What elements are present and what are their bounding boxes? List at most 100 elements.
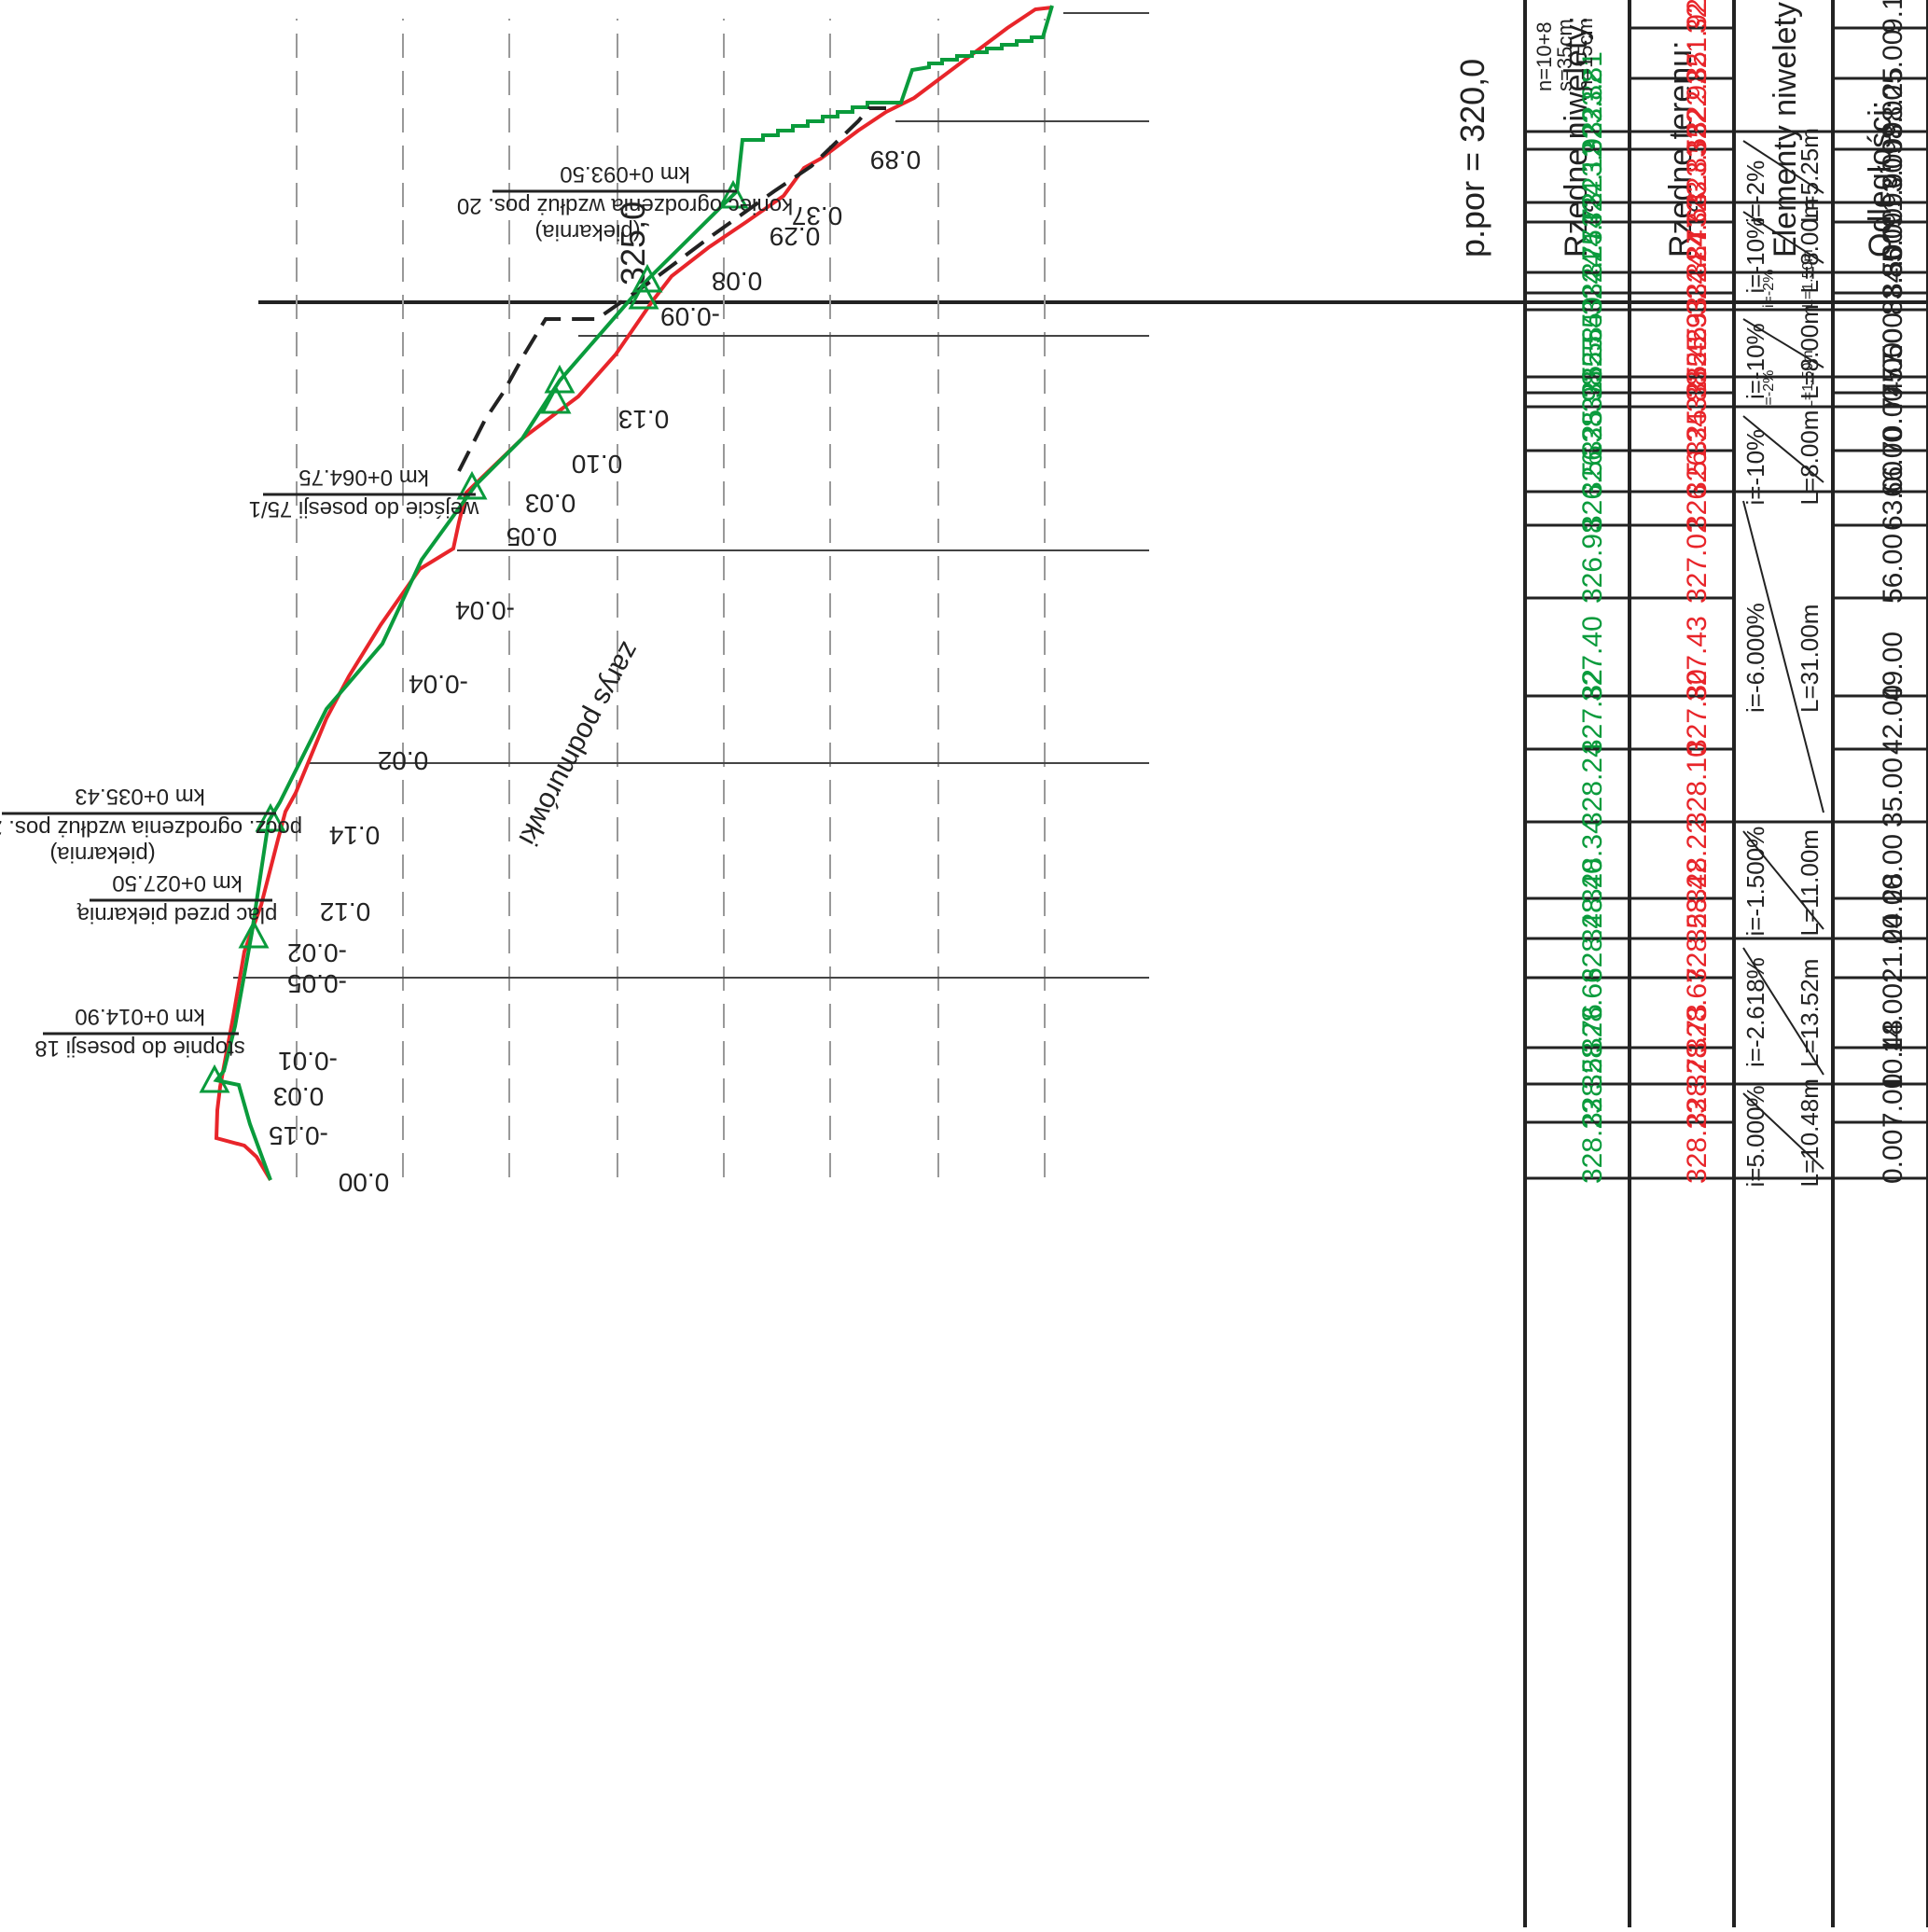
station-column: 56.00 327.02 326.98 — [1525, 518, 1928, 604]
grade-value: 326.38 — [1577, 411, 1608, 497]
distance-value: 83.50 — [1878, 245, 1908, 315]
stairs-label: n=10+8 s=35cm h=15cm — [1533, 18, 1597, 91]
station-column: 85.00 324.64 324.72 — [1525, 192, 1928, 278]
terrain-value: 328.22 — [1682, 818, 1713, 904]
station-column: 75.50 325.29 325.55 — [1525, 313, 1928, 398]
grade-element: i=-1.500% L=11.00m — [1734, 820, 1833, 940]
terrain-value: 328.53 — [1682, 897, 1713, 983]
station-column: 66.00 326.34 326.38 — [1525, 411, 1928, 497]
terrain-value: 322.85 — [1682, 51, 1713, 137]
grade-value: 325.58 — [1577, 327, 1608, 412]
grade-value: 328.24 — [1577, 742, 1608, 827]
point-marker — [199, 1063, 230, 1093]
terrain-value: 323.55 — [1682, 122, 1713, 208]
vertical-grid — [296, 19, 1046, 1177]
element-slope: i=-6.000% — [1741, 603, 1769, 713]
element-length: L=8.00m — [1796, 304, 1824, 399]
distance-value: 35.00 — [1878, 758, 1908, 827]
terrain-value: 328.42 — [1682, 858, 1713, 944]
stairs-h: h=15cm — [1574, 18, 1597, 91]
station-column: 91.00 323.83 324.12 — [1525, 142, 1928, 228]
diff-label: -0.01 — [278, 1047, 338, 1076]
difference-labels: 0.00 -0.15 0.03 -0.01 -0.05-0.02 0.12 0.14 0.02… — [269, 146, 921, 1197]
terrain-value: 321.92 — [1682, 0, 1713, 84]
terrain-line — [214, 6, 1053, 1182]
grade-element: i=-10% L=8.00m — [1734, 304, 1833, 399]
diff-label: 0.00 — [339, 1168, 390, 1197]
station-column: 0.00 328.23 328.23 — [1525, 1098, 1928, 1184]
grade-element: i=-6.000% L=31.00m — [1734, 490, 1833, 824]
element-slope: i=-2% — [1761, 270, 1777, 308]
stairs-s: s=35cm — [1553, 19, 1576, 91]
station-column: 98.00 322.92 323.82 — [1525, 69, 1928, 155]
element-length: L=10.48m — [1796, 1078, 1824, 1187]
diff-label: -0.15 — [269, 1121, 328, 1150]
element-length: L=5.25m — [1796, 128, 1824, 223]
terrain-value: 327.43 — [1682, 616, 1713, 702]
annotation: km 0+027.50 plac przed piekarnią — [76, 870, 277, 927]
datum-label: p.por = 320,0 — [1453, 59, 1491, 257]
grade-value: 328.66 — [1577, 967, 1608, 1053]
terrain-value: 324.64 — [1682, 192, 1713, 278]
distance-value: 75.50 — [1878, 328, 1908, 398]
annotation: km 0+093.50 koniec ogrodzenia wzdłuż pos.… — [457, 161, 793, 244]
annotation: km 0+014.90 stopnie do posesji 18 — [35, 1004, 245, 1061]
diff-label: -0.09 — [660, 302, 720, 331]
diff-label: -0.05 — [287, 969, 347, 998]
diff-label: -0.04 — [409, 670, 468, 699]
distance-value: 24.00 — [1878, 874, 1908, 944]
element-slope: i=5.000% — [1741, 1085, 1769, 1187]
element-slope: i=-10% — [1741, 217, 1769, 294]
terrain-value: 328.23 — [1682, 1098, 1713, 1184]
distance-value: 10.48 — [1878, 1020, 1908, 1090]
grade-value: 324.74 — [1577, 213, 1608, 299]
diff-label: 0.89 — [870, 146, 922, 174]
profile-area: 0.00 -0.15 0.03 -0.01 -0.05-0.02 0.12 0.14 0.02… — [0, 5, 1597, 1197]
station-column: 21.00 328.53 328.48 — [1525, 897, 1928, 983]
distance-value: 63.00 — [1878, 461, 1908, 531]
element-slope: i=-2% — [1741, 160, 1769, 223]
point-marker — [456, 470, 488, 500]
grade-value: 324.72 — [1577, 192, 1608, 278]
point-marker — [631, 263, 663, 293]
station-column: 84.00 324.77 324.74 — [1525, 213, 1928, 299]
grade-element: i=-2% L=5.25m — [1734, 128, 1833, 223]
terrain-value: 328.10 — [1682, 742, 1713, 827]
distance-value: 84.00 — [1878, 229, 1908, 299]
diff-label: 0.13 — [618, 405, 670, 434]
point-marker — [238, 919, 270, 949]
grade-element: i=5.000% L=10.48m — [1734, 1078, 1833, 1188]
terrain-value: 326.51 — [1682, 445, 1713, 531]
station-column: 49.00 327.43 327.40 — [1525, 616, 1928, 702]
row-label-odleglosci: Odległości: — [1863, 101, 1898, 257]
annotation-km: km 0+064.75 — [298, 465, 428, 490]
foundation-outline-label: zarys podmurówki — [512, 637, 645, 851]
terrain-value: 325.88 — [1682, 370, 1713, 456]
grade-value: 324.12 — [1577, 142, 1608, 228]
distance-value: 70.00 — [1878, 386, 1908, 456]
row-label-niweleta: Rzędne niwelety: — [1559, 16, 1594, 257]
grade-value: 325.98 — [1577, 370, 1608, 456]
elements-row: i=5.000% L=10.48m i=-2.618% L=13.52m i=-1.50… — [1734, 128, 1833, 1188]
station-column: 35.00 328.10 328.24 — [1525, 742, 1928, 827]
annotation-text: stopnie do posesji 18 — [35, 1035, 245, 1061]
station-column: 24.00 328.42 328.40 — [1525, 858, 1928, 944]
distance-value: 77.00 — [1878, 313, 1908, 382]
element-length: L=8.00m — [1796, 199, 1824, 294]
distance-value: 7.00 — [1878, 1074, 1908, 1128]
terrain-value: 327.02 — [1682, 518, 1713, 604]
distance-value: 98.00 — [1878, 85, 1908, 155]
grade-value: 327.40 — [1577, 616, 1608, 702]
foundation-outline — [457, 106, 886, 472]
distance-value: 9.13 — [1878, 0, 1908, 34]
annotation-text: pocz. ogrodzenia wzdłuż pos. 20 — [0, 815, 302, 841]
grade-line — [213, 189, 739, 1181]
distance-value: 28.00 — [1878, 834, 1908, 904]
grade-element: i=-10% L=8.00m — [1734, 405, 1833, 506]
distance-value: 14.00 — [1878, 983, 1908, 1053]
element-length: L=13.52m — [1796, 959, 1824, 1067]
distance-value: 0.00 — [1878, 1130, 1908, 1184]
